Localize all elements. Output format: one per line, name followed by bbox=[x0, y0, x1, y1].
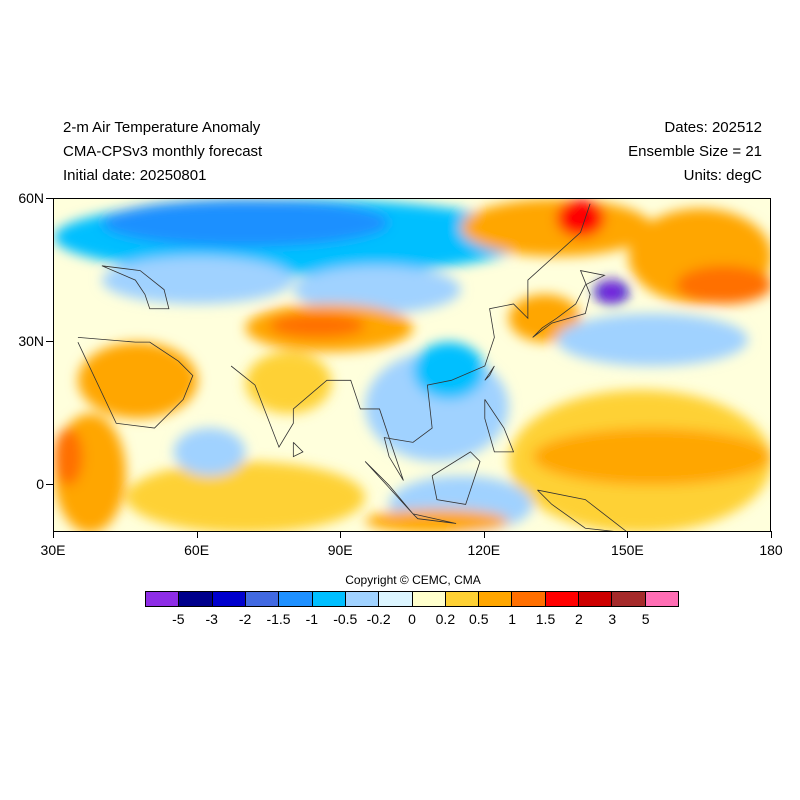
anomaly-region-japan-cold-center bbox=[604, 284, 619, 300]
coastline-7 bbox=[537, 489, 627, 531]
colorbar-level-label: -5 bbox=[172, 611, 185, 627]
coastline-4 bbox=[412, 513, 457, 524]
anomaly-region-korea-warm bbox=[508, 294, 581, 343]
coastline-0 bbox=[77, 336, 194, 429]
coastline-1 bbox=[230, 203, 591, 481]
coastline-3 bbox=[364, 461, 414, 515]
lat-tick-label: 0 bbox=[36, 476, 44, 493]
anomaly-region-pacific-warm-band bbox=[532, 428, 770, 486]
colorbar-swatch bbox=[545, 592, 580, 606]
colorbar-level-label: -1 bbox=[305, 611, 319, 627]
colorbar-swatch bbox=[245, 592, 280, 606]
colorbar-swatch bbox=[279, 592, 313, 606]
ensemble-size-label: Ensemble Size = 21 bbox=[628, 143, 762, 160]
colorbar bbox=[145, 591, 679, 607]
coastline-10 bbox=[292, 442, 304, 458]
anomaly-map-svg bbox=[54, 199, 770, 531]
colorbar-level-label: -0.5 bbox=[333, 611, 358, 627]
lon-tick-label: 120E bbox=[467, 542, 501, 558]
coastline-8 bbox=[101, 265, 170, 310]
colorbar-swatch bbox=[179, 592, 213, 606]
anomaly-region-arabia-warm bbox=[77, 342, 198, 419]
lon-tick-label: 90E bbox=[327, 542, 353, 558]
lon-tick bbox=[196, 531, 198, 538]
anomaly-region-tibet-hot bbox=[269, 313, 366, 338]
lon-tick-label: 150E bbox=[611, 542, 644, 558]
coastline-6 bbox=[484, 399, 515, 453]
anomaly-region-indian-ocean-warm bbox=[125, 461, 366, 531]
chart-header-left: 2-m Air Temperature Anomaly CMA-CPSv3 mo… bbox=[63, 116, 262, 188]
anomaly-region-east-africa-hot bbox=[54, 428, 83, 486]
colorbar-labels: -5 -3 -2 -1.5 -1 -0.5 -0.2 0 0.2 0.5 1 1.5 2 3 5 bbox=[145, 611, 679, 629]
colorbar-level-label: -2 bbox=[238, 611, 252, 627]
colorbar-swatch bbox=[379, 592, 413, 606]
lon-tick bbox=[627, 531, 629, 538]
colorbar-swatch bbox=[445, 592, 480, 606]
colorbar-swatch bbox=[212, 592, 246, 606]
lon-tick-label: 180 bbox=[759, 542, 783, 558]
lon-tick-label: 30E bbox=[40, 542, 66, 558]
lat-tick-label: 30N bbox=[18, 333, 44, 350]
colorbar-swatch bbox=[412, 592, 446, 606]
lon-tick bbox=[771, 531, 772, 538]
colorbar-swatch bbox=[479, 592, 513, 606]
units-label: Units: degC bbox=[683, 167, 762, 184]
lon-tick bbox=[483, 531, 485, 538]
lat-tick-label: 60N bbox=[18, 190, 44, 206]
anomaly-region-south-china-cool bbox=[413, 342, 485, 400]
anomaly-region-central-asia-cool bbox=[101, 256, 294, 304]
lat-tick bbox=[46, 341, 54, 343]
colorbar-swatch bbox=[512, 592, 546, 606]
colorbar-level-label: -0.2 bbox=[366, 611, 391, 627]
chart-title: 2-m Air Temperature Anomaly bbox=[63, 119, 261, 136]
dates-label: Dates: 202512 bbox=[664, 119, 762, 136]
anomaly-region-arabian-sea-cool bbox=[173, 428, 246, 476]
lon-tick bbox=[340, 531, 342, 538]
lon-tick bbox=[53, 531, 54, 538]
colorbar-swatch bbox=[645, 592, 678, 606]
colorbar-swatch bbox=[146, 592, 180, 606]
chart-header-right: Dates: 202512 Ensemble Size = 21 Units: … bbox=[628, 116, 762, 188]
colorbar-level-label: -3 bbox=[205, 611, 218, 627]
colorbar-swatch bbox=[312, 592, 346, 606]
anomaly-region-siberia-deep-cold bbox=[101, 199, 390, 247]
colorbar-swatch bbox=[579, 592, 613, 606]
colorbar-level-label: 2 bbox=[574, 611, 583, 627]
colorbar-level-label: 5 bbox=[641, 611, 650, 627]
lat-tick bbox=[46, 484, 54, 486]
colorbar-level-label: 0 bbox=[408, 611, 416, 627]
coastline-5 bbox=[431, 451, 481, 505]
anomaly-region-south-ocean-warm bbox=[365, 509, 509, 531]
colorbar-level-label: 1.5 bbox=[535, 611, 556, 627]
coastline-9 bbox=[484, 365, 495, 381]
colorbar-swatch bbox=[345, 592, 380, 606]
lon-tick-label: 60E bbox=[184, 542, 210, 558]
colorbar-level-label: 1 bbox=[508, 611, 517, 627]
coastline-2 bbox=[532, 270, 606, 338]
anomaly-region-far-east-warm bbox=[460, 199, 653, 257]
anomaly-region-north-pacific-hot bbox=[676, 265, 770, 304]
colorbar-level-label: 3 bbox=[608, 611, 617, 627]
copyright-text: Copyright © CEMC, CMA bbox=[345, 573, 481, 587]
anomaly-region-nw-pacific-cool bbox=[556, 313, 749, 366]
anomaly-region-okhotsk-hot bbox=[556, 199, 605, 238]
anomaly-map bbox=[53, 198, 771, 532]
lat-tick bbox=[46, 198, 54, 199]
colorbar-level-label: 0.5 bbox=[469, 611, 489, 627]
colorbar-swatch bbox=[612, 592, 646, 606]
anomaly-region-mongolia-cool bbox=[293, 265, 461, 314]
colorbar-level-label: -1.5 bbox=[266, 611, 291, 627]
anomaly-region-india-warm bbox=[245, 351, 332, 414]
initial-date-label: Initial date: 20250801 bbox=[63, 167, 207, 184]
model-label: CMA-CPSv3 monthly forecast bbox=[63, 143, 263, 160]
colorbar-level-label: 0.2 bbox=[435, 611, 456, 627]
